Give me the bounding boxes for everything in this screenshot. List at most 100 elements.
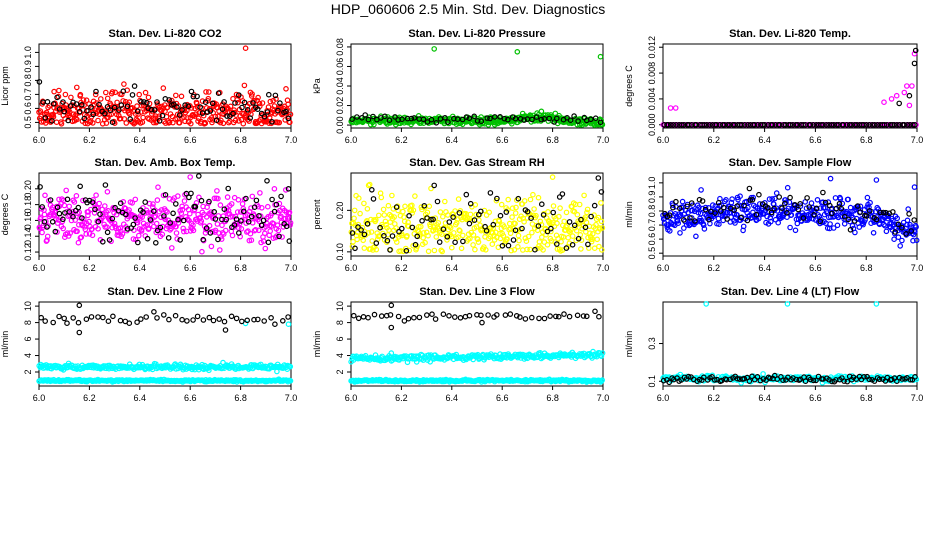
data-point xyxy=(39,204,46,210)
data-point xyxy=(807,212,814,218)
data-point xyxy=(89,199,96,206)
data-point xyxy=(236,118,242,124)
data-point xyxy=(179,316,185,323)
data-point xyxy=(96,101,102,108)
outlier-point xyxy=(906,102,913,109)
data-point xyxy=(502,312,509,318)
data-point xyxy=(781,200,788,207)
data-point xyxy=(73,101,80,107)
data-point xyxy=(124,103,131,110)
series-black xyxy=(662,185,918,237)
data-point xyxy=(734,203,741,209)
data-point xyxy=(220,120,227,127)
data-point xyxy=(264,178,270,184)
data-point xyxy=(275,107,281,114)
data-point xyxy=(361,245,368,251)
data-point xyxy=(436,239,443,245)
x-tick-label: 6.2 xyxy=(395,393,408,403)
data-point xyxy=(581,192,587,199)
data-point xyxy=(81,102,87,109)
data-point xyxy=(111,220,118,227)
data-point xyxy=(716,221,722,228)
data-point xyxy=(138,99,144,105)
data-point xyxy=(833,205,840,212)
data-point xyxy=(124,226,131,232)
data-point xyxy=(188,120,194,127)
data-point xyxy=(405,315,412,322)
data-point xyxy=(851,218,858,224)
data-point xyxy=(574,312,581,319)
data-point xyxy=(576,201,583,208)
data-point xyxy=(913,237,920,244)
data-point xyxy=(587,116,594,123)
data-point xyxy=(595,175,602,181)
data-point xyxy=(817,218,824,225)
data-point xyxy=(378,194,385,201)
data-point xyxy=(406,247,413,254)
outlier-point xyxy=(873,301,880,307)
data-point xyxy=(285,101,291,108)
x-tick-label: 6.0 xyxy=(657,393,670,403)
data-point xyxy=(490,225,497,232)
data-point xyxy=(243,195,249,202)
data-point xyxy=(913,224,919,230)
outlier-point xyxy=(827,175,834,182)
data-point xyxy=(463,114,470,120)
data-point xyxy=(182,102,188,108)
data-point xyxy=(544,228,551,235)
outlier-point xyxy=(431,46,438,52)
data-point xyxy=(703,122,710,128)
plot-frame xyxy=(350,172,604,257)
data-point xyxy=(211,209,218,215)
data-point xyxy=(420,230,427,236)
data-point xyxy=(372,352,379,358)
data-point xyxy=(538,116,545,123)
data-point xyxy=(813,205,820,212)
data-point xyxy=(240,120,247,127)
data-point xyxy=(389,192,395,199)
data-point xyxy=(580,313,587,319)
x-tick-label: 6.8 xyxy=(234,263,247,273)
data-point xyxy=(677,230,683,236)
data-point xyxy=(428,116,435,123)
data-point xyxy=(74,228,80,235)
x-tick-label: 6.6 xyxy=(184,393,197,403)
x-tick-label: 7.0 xyxy=(597,135,610,145)
y-axis-label: degrees C xyxy=(0,193,10,235)
data-point xyxy=(863,122,870,128)
data-point xyxy=(676,205,683,212)
data-point xyxy=(696,376,703,383)
data-point xyxy=(846,122,853,128)
y-tick-label: 0.9 xyxy=(23,60,33,73)
data-point xyxy=(793,122,799,128)
data-point xyxy=(104,104,111,110)
data-point xyxy=(589,231,596,237)
data-point xyxy=(355,315,362,322)
data-point xyxy=(533,114,540,120)
x-tick-label: 6.8 xyxy=(546,135,559,145)
data-point xyxy=(36,79,43,85)
data-point xyxy=(720,204,727,211)
data-point xyxy=(70,315,77,321)
y-tick-label: 0.6 xyxy=(23,102,33,115)
data-point xyxy=(497,212,504,219)
data-point xyxy=(140,114,146,121)
data-point xyxy=(134,103,140,109)
data-point xyxy=(266,114,273,121)
data-point xyxy=(232,213,239,220)
series-colored xyxy=(660,50,919,128)
data-point xyxy=(261,318,268,324)
data-point xyxy=(287,363,294,370)
data-point xyxy=(120,88,127,95)
data-point xyxy=(90,120,96,126)
data-point xyxy=(134,319,140,326)
data-point xyxy=(351,215,357,222)
data-point xyxy=(396,228,402,235)
data-point xyxy=(595,214,602,221)
data-point xyxy=(93,192,99,199)
y-tick-label: 0.14 xyxy=(23,227,33,245)
data-point xyxy=(673,122,680,128)
data-point xyxy=(553,115,560,122)
data-point xyxy=(910,237,916,244)
data-point xyxy=(591,212,597,218)
